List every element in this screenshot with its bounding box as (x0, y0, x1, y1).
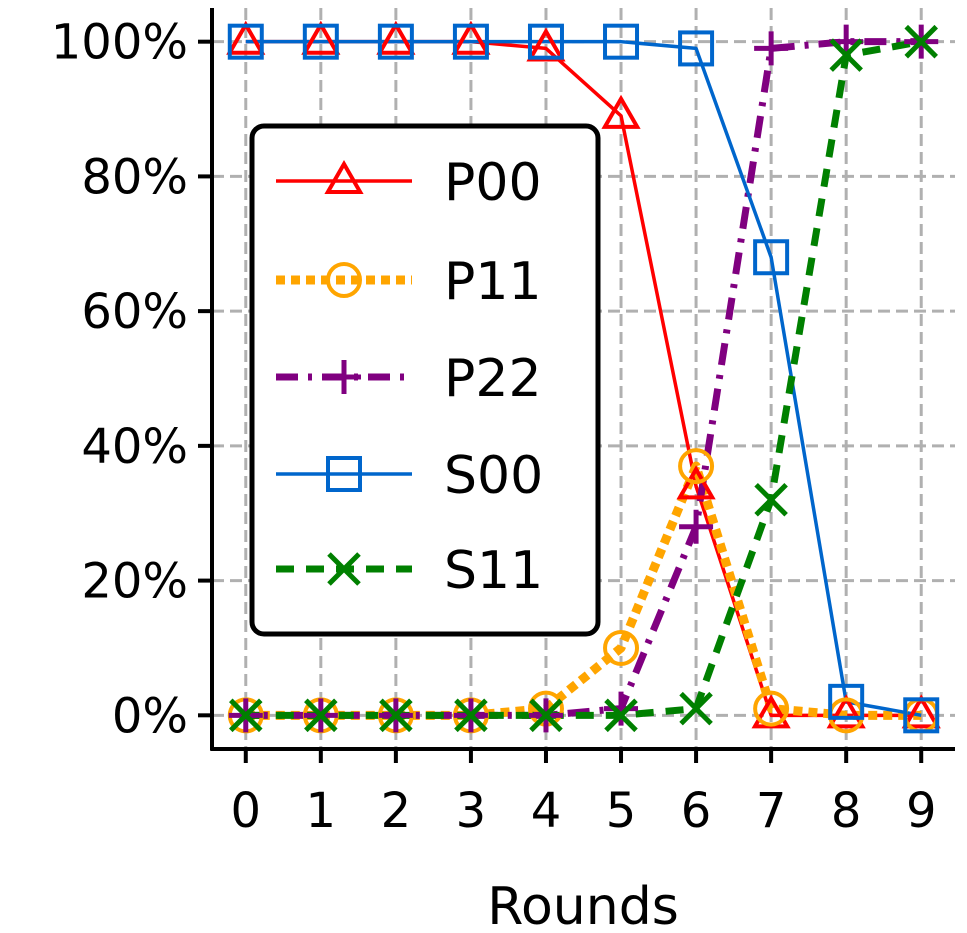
legend-item-p00: P00 (276, 153, 542, 213)
legend-item-p22: P22 (276, 349, 542, 409)
series-group (226, 20, 941, 734)
x-tick-label: 2 (381, 783, 412, 839)
legend-item-p11: P11 (276, 252, 542, 312)
data-point-s00-4 (527, 23, 564, 60)
y-tick-label: 60% (81, 284, 188, 340)
legend-label: P00 (444, 153, 542, 213)
data-point-s11-4 (529, 698, 563, 733)
data-point-s11-1 (304, 698, 338, 733)
x-tick-label: 3 (456, 783, 487, 839)
data-point-s11-0 (229, 698, 263, 733)
data-point-p00-5 (601, 94, 641, 129)
data-point-s11-8 (829, 38, 863, 72)
legend-marker-square (326, 456, 362, 492)
data-point-s00-5 (603, 23, 640, 60)
data-point-p00-3 (451, 20, 491, 55)
x-tick-label: 1 (306, 783, 337, 839)
legend-box (249, 123, 601, 637)
data-point-s00-0 (227, 23, 264, 60)
x-tick-label: 4 (531, 783, 562, 839)
data-point-s00-1 (302, 23, 339, 60)
legend-item-s00: S00 (276, 446, 543, 506)
x-tick-label: 7 (756, 783, 787, 839)
x-tick-label: 5 (606, 783, 637, 839)
legend-item-s11: S11 (276, 541, 543, 601)
series-line-s00 (245, 39, 922, 718)
y-tick-label: 80% (81, 149, 188, 205)
data-point-p11-5 (603, 629, 640, 666)
data-point-p22-5 (604, 691, 639, 726)
series-markers-s11 (229, 24, 938, 733)
data-point-p00-8 (826, 694, 866, 729)
y-tick-label: 40% (81, 419, 188, 475)
x-tick-label: 8 (831, 783, 862, 839)
legend-marker-circle (326, 262, 362, 298)
y-tick-label: 20% (81, 554, 188, 610)
data-point-s11-3 (454, 698, 488, 733)
legend: P00 P11 P22 S00 S11 (249, 123, 601, 637)
legend-label: S00 (444, 446, 543, 506)
series-line-s11 (245, 38, 922, 719)
data-point-s11-2 (379, 698, 413, 733)
data-point-s00-9 (903, 697, 940, 734)
legend-label: P11 (444, 252, 542, 312)
x-tick-label: 0 (230, 783, 261, 839)
legend-marker-triangle (324, 159, 364, 195)
data-point-s11-7 (754, 482, 788, 517)
data-point-p22-6 (679, 509, 714, 544)
x-tick-label: 6 (681, 783, 712, 839)
data-point-s00-6 (678, 30, 715, 67)
legend-label: S11 (444, 541, 543, 601)
data-point-s00-2 (377, 23, 414, 60)
y-tick-label: 0% (112, 688, 188, 744)
data-point-p00-9 (901, 694, 941, 729)
data-point-s11-5 (604, 698, 638, 733)
data-point-p00-1 (301, 20, 341, 55)
data-point-p00-2 (376, 20, 416, 55)
y-tick-label: 100% (51, 15, 188, 71)
legend-marker-plus (327, 360, 361, 394)
x-tick-label: 9 (906, 783, 937, 839)
data-point-s11-9 (904, 24, 938, 59)
data-point-s00-7 (753, 239, 790, 276)
data-point-s00-3 (452, 23, 489, 60)
axes: 0% 20% 40% 60% 80% 100% 0 1 2 3 4 5 6 7 8 9 (51, 8, 955, 839)
data-point-s11-6 (679, 691, 713, 726)
x-axis-title: Rounds (487, 877, 679, 933)
legend-marker-x (327, 552, 361, 586)
data-point-p11-6 (678, 448, 715, 485)
series-markers-s00 (227, 23, 940, 734)
data-point-p11-7 (753, 690, 790, 727)
data-point-s00-8 (828, 683, 865, 720)
data-point-p00-0 (226, 20, 266, 55)
data-point-p00-6 (676, 465, 716, 500)
legend-label: P22 (444, 349, 542, 409)
data-point-p22-7 (754, 31, 789, 66)
